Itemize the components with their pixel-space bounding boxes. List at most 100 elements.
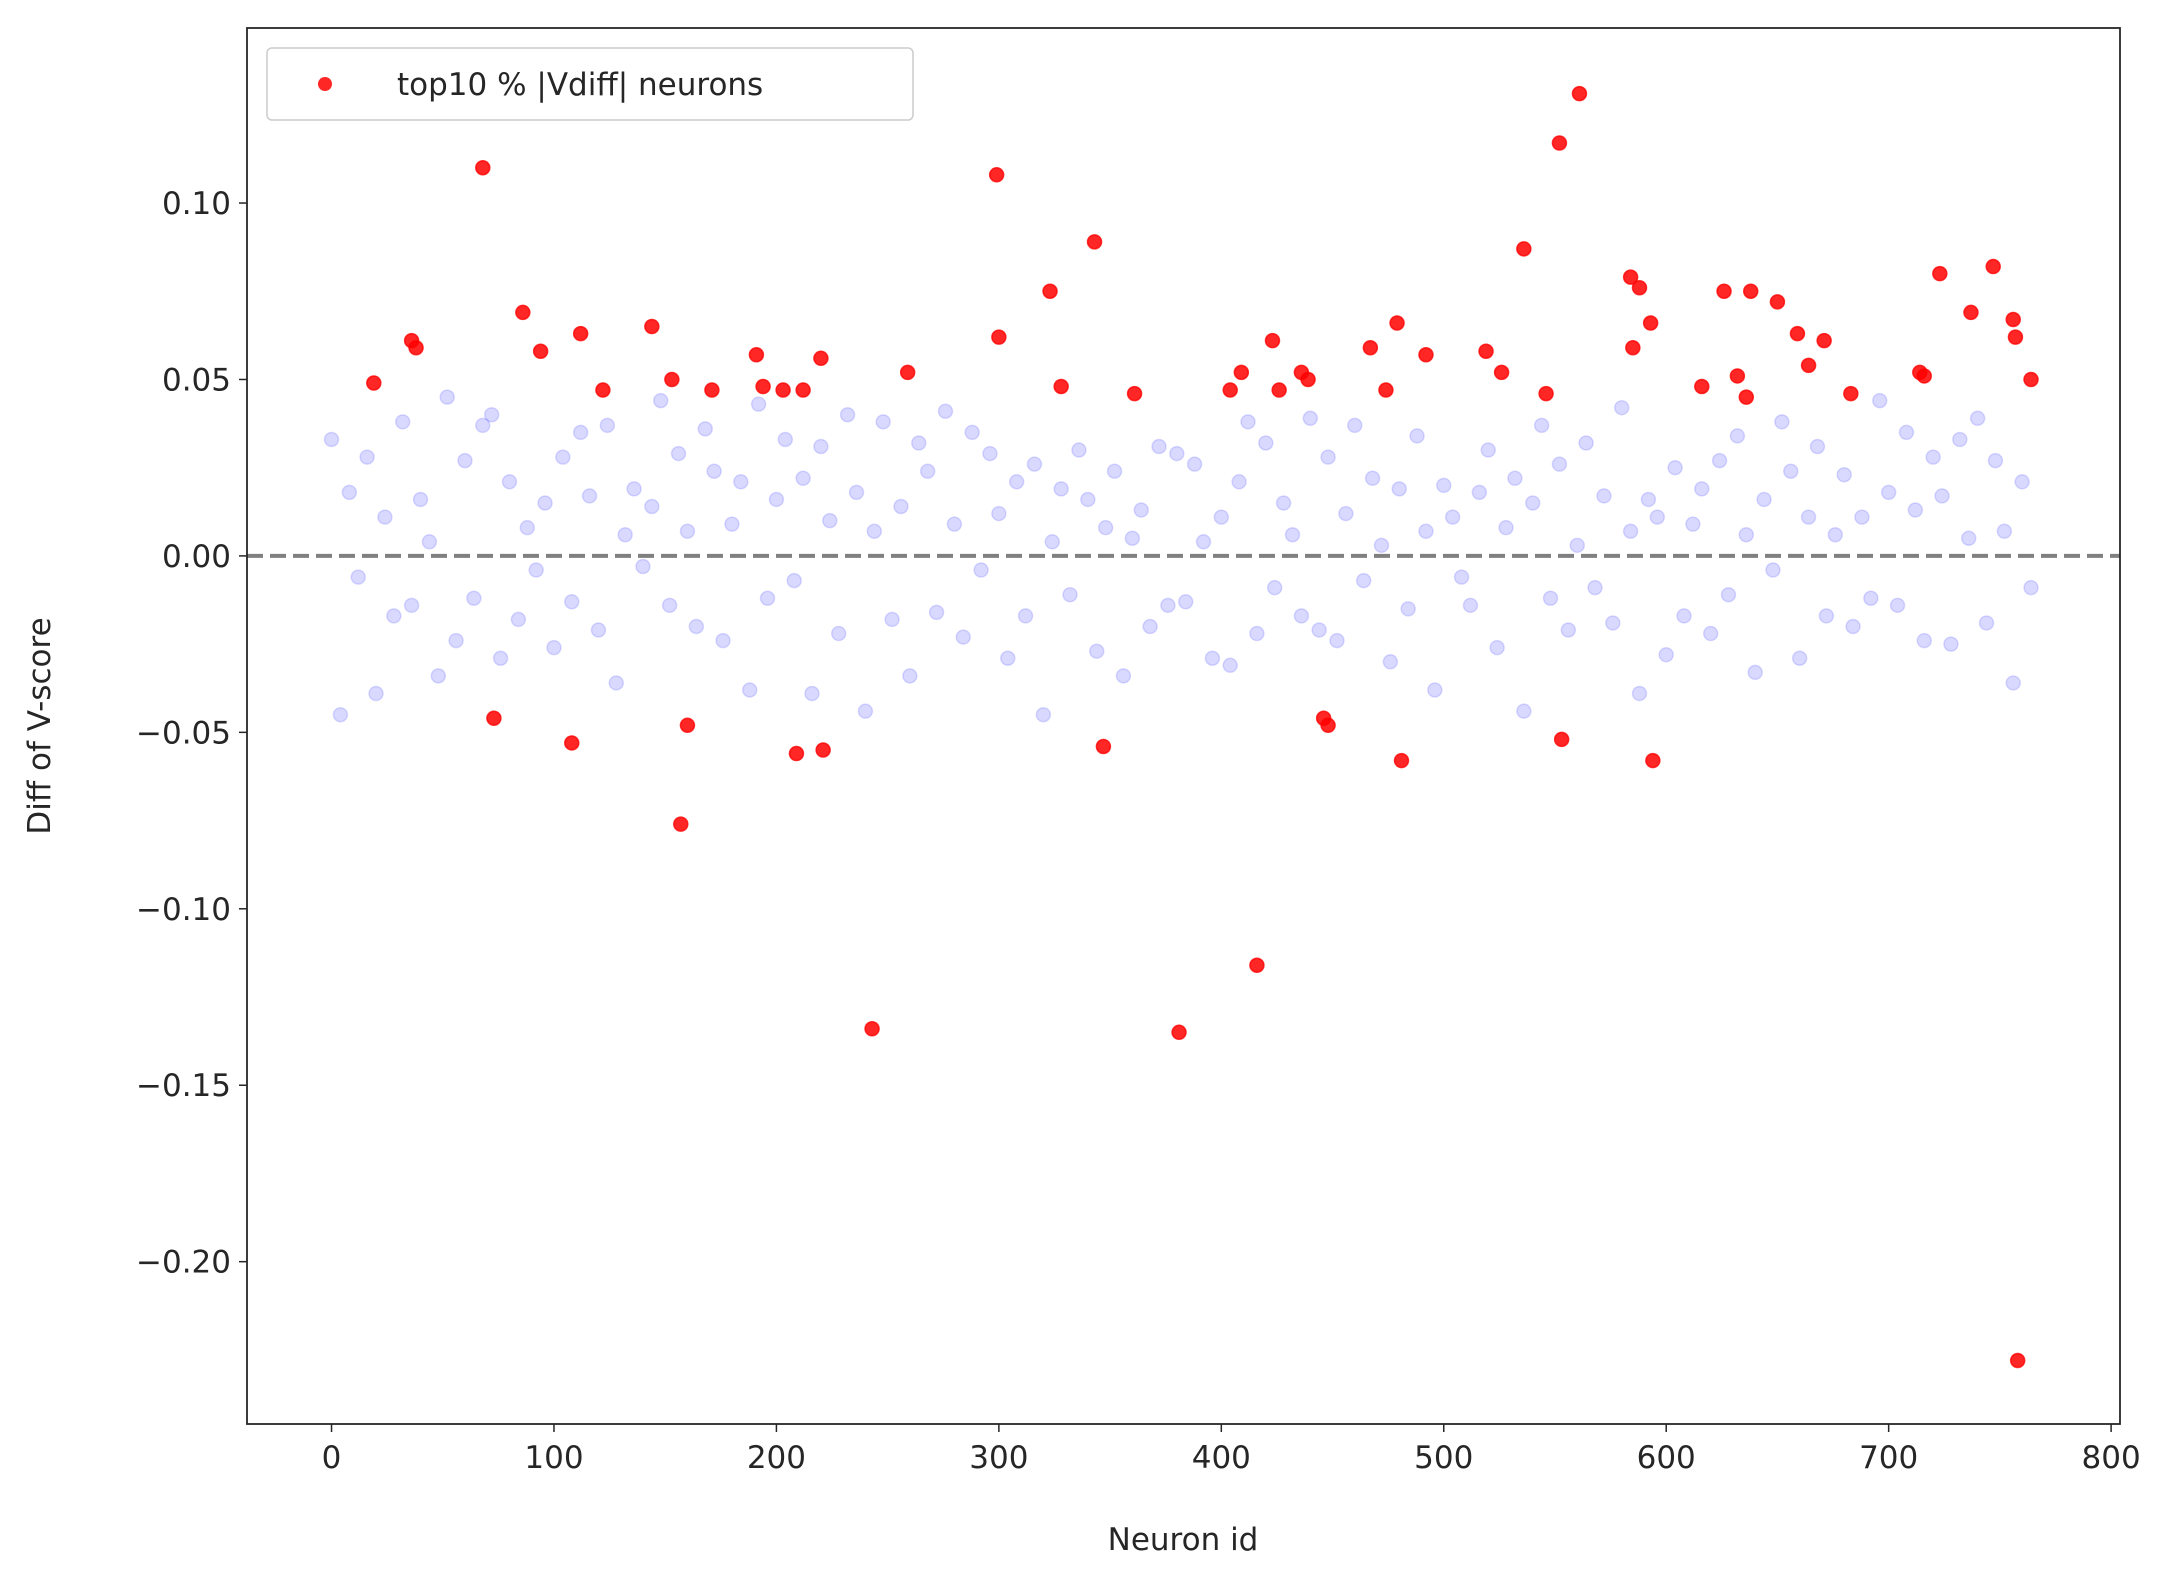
point bbox=[1800, 357, 1817, 374]
point bbox=[644, 318, 660, 335]
point bbox=[1391, 481, 1408, 497]
point bbox=[899, 364, 916, 381]
y-tick-label: 0.10 bbox=[162, 186, 231, 222]
point bbox=[2023, 371, 2039, 388]
point bbox=[430, 668, 447, 684]
point bbox=[590, 622, 607, 638]
point bbox=[1769, 294, 1786, 310]
point bbox=[1827, 526, 1844, 543]
point bbox=[2009, 1352, 2026, 1369]
point bbox=[964, 424, 980, 441]
point bbox=[457, 452, 473, 469]
point bbox=[1320, 449, 1336, 465]
point bbox=[1542, 590, 1559, 607]
point bbox=[1702, 625, 1719, 642]
point bbox=[1596, 488, 1612, 504]
point bbox=[1053, 481, 1069, 497]
point bbox=[777, 431, 794, 448]
x-tick-label: 200 bbox=[747, 1440, 806, 1476]
point bbox=[2005, 675, 2021, 691]
point bbox=[1222, 657, 1238, 674]
y-tick-label: −0.15 bbox=[136, 1068, 231, 1104]
point bbox=[1266, 579, 1283, 596]
point bbox=[572, 424, 589, 441]
point bbox=[564, 594, 580, 610]
point bbox=[1300, 371, 1316, 388]
point bbox=[955, 629, 972, 645]
point bbox=[1418, 347, 1434, 363]
point bbox=[1213, 509, 1230, 525]
point bbox=[1409, 428, 1425, 444]
point bbox=[982, 445, 998, 462]
point bbox=[1062, 586, 1078, 603]
point bbox=[1774, 414, 1790, 430]
point bbox=[1393, 752, 1410, 769]
point bbox=[1516, 241, 1532, 257]
point bbox=[1498, 519, 1514, 536]
point bbox=[377, 509, 393, 525]
point bbox=[857, 703, 874, 719]
point bbox=[1934, 488, 1950, 504]
point bbox=[366, 375, 382, 391]
point bbox=[368, 685, 384, 702]
point bbox=[1720, 586, 1737, 603]
point bbox=[532, 343, 549, 359]
point bbox=[1373, 537, 1390, 554]
point bbox=[1035, 706, 1052, 723]
point bbox=[359, 449, 375, 465]
point bbox=[839, 407, 856, 423]
point bbox=[1738, 389, 1755, 405]
point bbox=[1816, 332, 1832, 349]
point bbox=[475, 159, 491, 176]
point bbox=[2014, 474, 2030, 490]
legend-box bbox=[266, 47, 914, 121]
point bbox=[515, 304, 531, 321]
point bbox=[1026, 456, 1043, 472]
point bbox=[664, 371, 680, 388]
point bbox=[1293, 608, 1310, 624]
point bbox=[394, 414, 411, 430]
point bbox=[537, 495, 553, 511]
legend-label: top10 % |Vdiff| neurons bbox=[397, 67, 763, 103]
point bbox=[1916, 632, 1932, 649]
point bbox=[1160, 597, 1176, 614]
point bbox=[1551, 135, 1568, 151]
point bbox=[1880, 484, 1897, 501]
point bbox=[1284, 526, 1301, 543]
point bbox=[1042, 283, 1058, 299]
point bbox=[1642, 315, 1659, 331]
point bbox=[1240, 414, 1256, 430]
point bbox=[661, 597, 678, 614]
point bbox=[1126, 385, 1143, 402]
point bbox=[492, 650, 509, 666]
point bbox=[1133, 502, 1149, 518]
point bbox=[581, 488, 598, 504]
point bbox=[928, 604, 945, 621]
point bbox=[1863, 590, 1879, 607]
point bbox=[1478, 343, 1494, 359]
point bbox=[875, 414, 891, 430]
point bbox=[617, 526, 633, 543]
point bbox=[1985, 258, 2001, 275]
x-tick-label: 400 bbox=[1192, 1440, 1251, 1476]
point bbox=[1489, 639, 1505, 656]
point bbox=[412, 491, 429, 508]
point bbox=[1095, 738, 1112, 755]
point bbox=[486, 710, 502, 726]
point bbox=[1453, 569, 1470, 585]
point bbox=[1845, 618, 1861, 635]
point bbox=[1524, 495, 1541, 511]
point bbox=[1889, 597, 1906, 614]
point bbox=[1177, 594, 1194, 610]
point bbox=[332, 706, 349, 723]
point bbox=[830, 625, 847, 642]
point bbox=[555, 449, 571, 465]
point bbox=[528, 562, 544, 578]
point bbox=[1186, 456, 1203, 472]
point bbox=[1578, 435, 1594, 451]
point bbox=[866, 523, 883, 539]
point bbox=[1516, 703, 1532, 719]
point bbox=[1551, 456, 1568, 472]
point bbox=[1729, 368, 1746, 384]
